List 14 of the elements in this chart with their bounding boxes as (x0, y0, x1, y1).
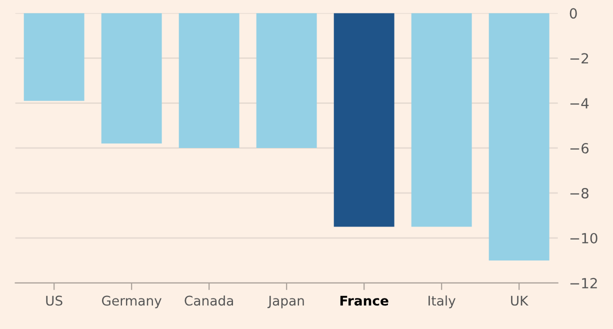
x-tick-label: US (46, 296, 62, 306)
y-tick-label: −6 (570, 143, 589, 154)
x-tick-label: UK (511, 296, 529, 306)
y-tick-label: −12 (570, 278, 597, 288)
y-tick-label: −4 (570, 98, 589, 108)
y-tick-label: −10 (570, 232, 598, 244)
x-tick-label: France (340, 296, 388, 306)
x-tick-label: Japan (267, 296, 304, 308)
y-tick-label: 0 (570, 8, 577, 19)
x-tick-label: Canada (184, 295, 233, 306)
y-tick-label: −2 (570, 53, 588, 64)
x-tick-label: Germany (102, 296, 162, 308)
y-tick-label: −8 (570, 188, 588, 198)
x-tick-label: Italy (428, 295, 456, 308)
